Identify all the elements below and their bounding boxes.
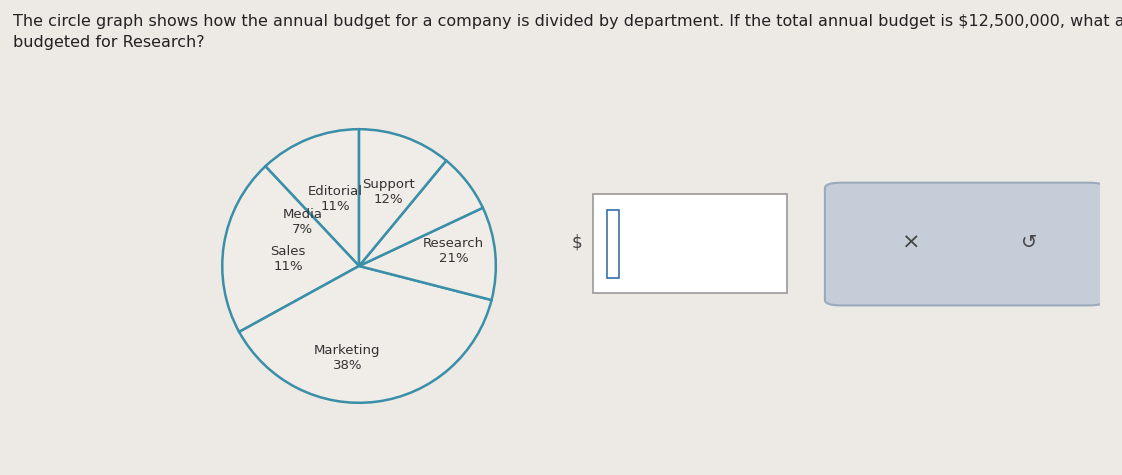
FancyBboxPatch shape — [594, 193, 788, 293]
Wedge shape — [359, 208, 496, 300]
Wedge shape — [359, 161, 482, 266]
Text: Support
12%: Support 12% — [362, 178, 415, 206]
Wedge shape — [222, 166, 359, 332]
Text: Marketing
38%: Marketing 38% — [314, 344, 380, 372]
Text: ↺: ↺ — [1021, 233, 1038, 252]
FancyBboxPatch shape — [607, 210, 618, 278]
Wedge shape — [239, 266, 491, 403]
Text: Editorial
11%: Editorial 11% — [307, 185, 362, 213]
Text: ×: × — [902, 232, 920, 252]
Wedge shape — [266, 129, 359, 266]
Text: $: $ — [572, 233, 582, 251]
Text: Research
21%: Research 21% — [423, 237, 485, 265]
Text: Media
7%: Media 7% — [283, 209, 323, 237]
Text: Sales
11%: Sales 11% — [270, 245, 306, 273]
Wedge shape — [359, 129, 447, 266]
Text: The circle graph shows how the annual budget for a company is divided by departm: The circle graph shows how the annual bu… — [13, 14, 1122, 50]
FancyBboxPatch shape — [825, 183, 1105, 305]
